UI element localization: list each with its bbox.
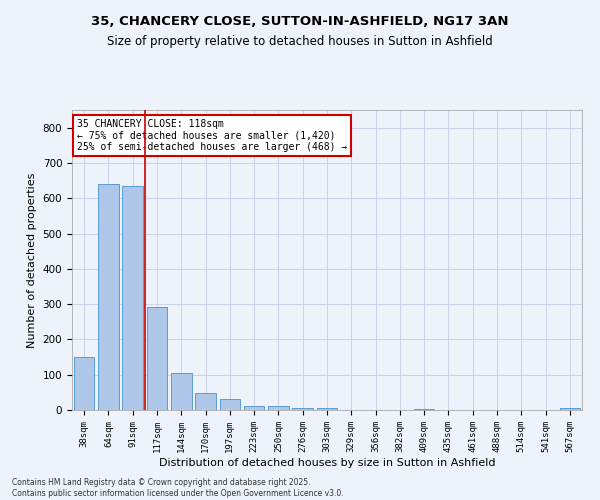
Bar [220,400,240,410]
Bar [414,408,434,410]
Text: Contains HM Land Registry data © Crown copyright and database right 2025.
Contai: Contains HM Land Registry data © Crown c… [12,478,344,498]
Text: 35, CHANCERY CLOSE, SUTTON-IN-ASHFIELD, NG17 3AN: 35, CHANCERY CLOSE, SUTTON-IN-ASHFIELD, … [91,15,509,28]
Bar [74,357,94,410]
Bar [317,408,337,410]
Bar [560,408,580,410]
Bar [146,306,167,410]
X-axis label: Distribution of detached houses by size in Sutton in Ashfield: Distribution of detached houses by size … [159,458,495,468]
Y-axis label: Number of detached properties: Number of detached properties [27,172,37,348]
Bar [268,406,289,410]
Text: Size of property relative to detached houses in Sutton in Ashfield: Size of property relative to detached ho… [107,35,493,48]
Bar [122,186,143,410]
Bar [292,408,313,410]
Bar [244,406,265,410]
Bar [98,184,119,410]
Bar [195,393,216,410]
Text: 35 CHANCERY CLOSE: 118sqm
← 75% of detached houses are smaller (1,420)
25% of se: 35 CHANCERY CLOSE: 118sqm ← 75% of detac… [77,119,347,152]
Bar [171,373,191,410]
